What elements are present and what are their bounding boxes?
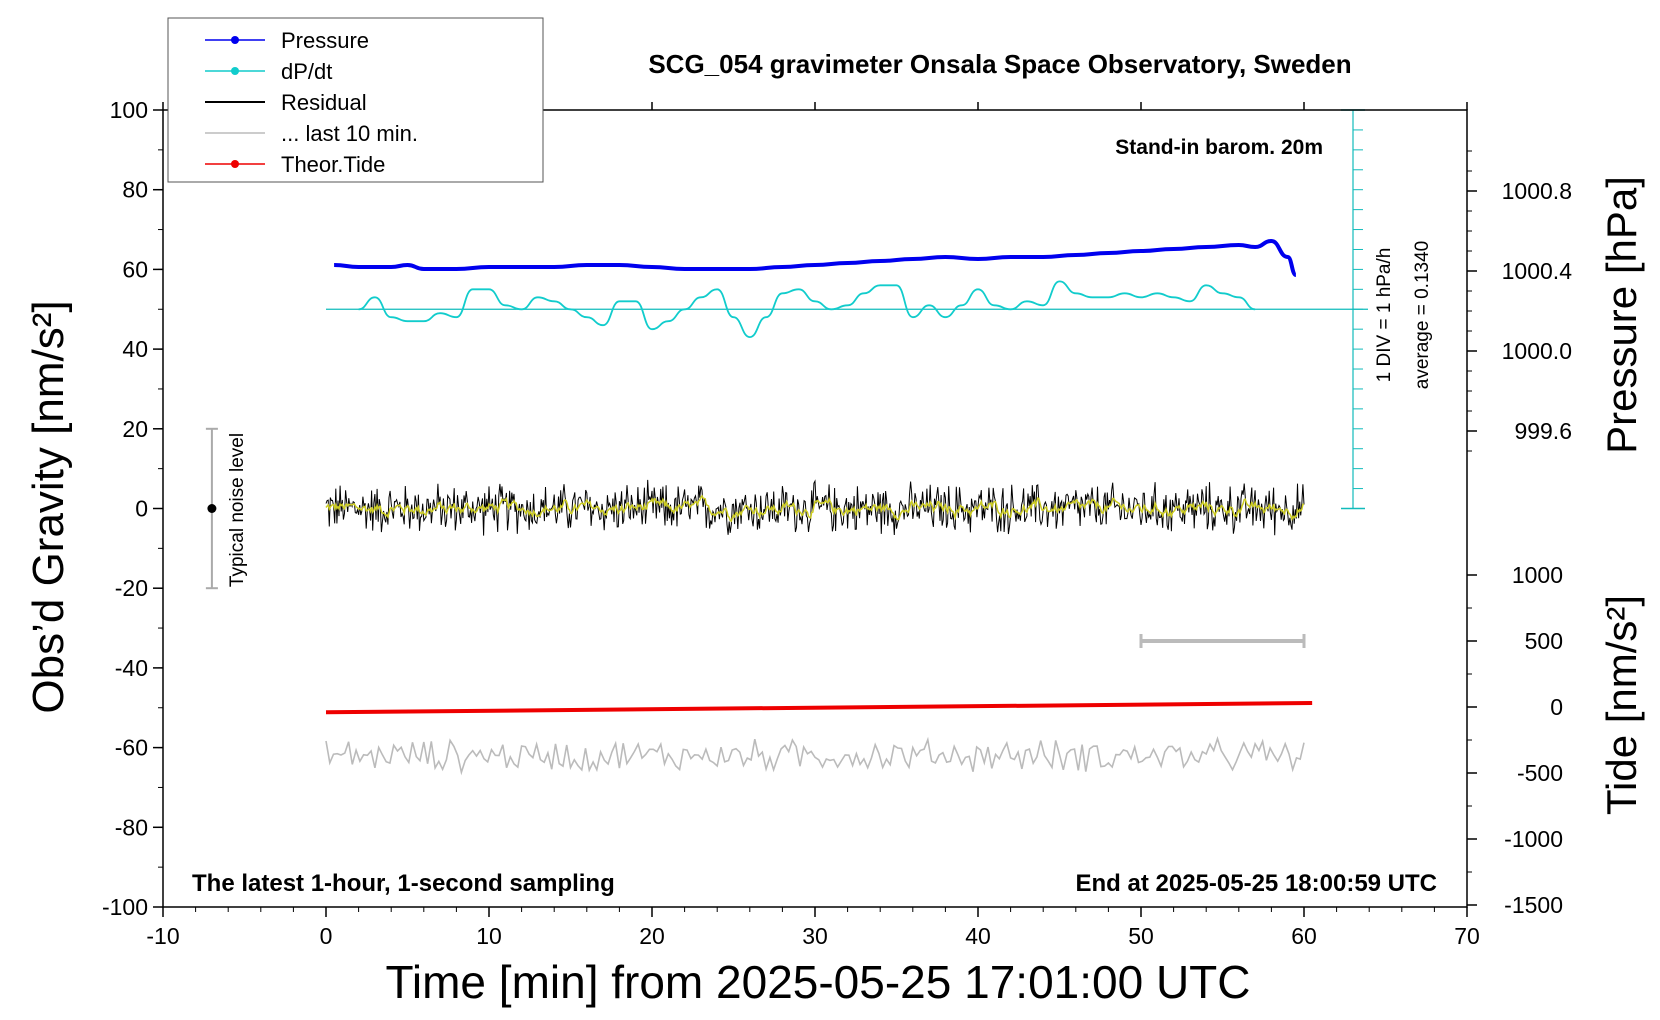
y-tick-label: 20 <box>122 416 148 442</box>
legend-entry: ... last 10 min. <box>205 121 418 146</box>
pressure-line <box>334 239 1297 277</box>
y-axis-label-tide: Tide [nm/s²] <box>1598 595 1645 815</box>
legend-entry: dP/dt <box>205 59 332 84</box>
x-tick-label: 60 <box>1291 923 1317 949</box>
legend-label: Theor.Tide <box>281 152 385 177</box>
axes: -10 0 10 20 30 40 50 60 70100806040200-20-40-60-… <box>102 97 1572 949</box>
y-axis-label-left: Obs’d Gravity [nm/s²] <box>24 300 73 713</box>
x-tick-label: -10 <box>146 923 179 949</box>
legend-entry: Residual <box>205 90 367 115</box>
tide-tick-label: -1000 <box>1504 826 1563 852</box>
y-tick-label: 60 <box>122 256 148 282</box>
pressure-tick-label: 1000.8 <box>1502 178 1572 204</box>
tide-tick-label: -1500 <box>1504 892 1563 918</box>
y-tick-label: -40 <box>115 655 148 681</box>
y-tick-label: -60 <box>115 735 148 761</box>
legend-entry: Pressure <box>205 28 369 53</box>
tide-tick-label: 1000 <box>1512 562 1563 588</box>
x-tick-label: 10 <box>476 923 502 949</box>
y-tick-label: 0 <box>135 496 148 522</box>
legend-marker <box>231 160 239 168</box>
legend-label: Residual <box>281 90 367 115</box>
tide-tick-label: -500 <box>1517 760 1563 786</box>
y-tick-label: 100 <box>110 97 148 123</box>
tide-tick-label: 500 <box>1525 628 1563 654</box>
noise-level-label: Typical noise level <box>227 433 248 587</box>
y-tick-label: 40 <box>122 336 148 362</box>
last-10-min-line <box>325 736 1305 776</box>
legend-marker <box>231 36 239 44</box>
bottom-right-annotation: End at 2025-05-25 18:00:59 UTC <box>1076 870 1438 897</box>
x-tick-label: 0 <box>320 923 333 949</box>
pressure-tick-label: 999.6 <box>1514 418 1572 444</box>
y-tick-label: -80 <box>115 814 148 840</box>
tide-tick-label: 0 <box>1550 694 1563 720</box>
x-tick-label: 70 <box>1454 923 1480 949</box>
legend-entry: Theor.Tide <box>205 152 385 177</box>
x-tick-label: 30 <box>802 923 828 949</box>
x-axis-label: Time [min] from 2025-05-25 17:01:00 UTC <box>386 956 1251 1008</box>
legend-marker <box>231 67 239 75</box>
chart-title: SCG_054 gravimeter Onsala Space Observat… <box>648 49 1351 79</box>
y-tick-label: -100 <box>102 894 148 920</box>
legend-label: Pressure <box>281 28 369 53</box>
bottom-left-annotation: The latest 1-hour, 1-second sampling <box>192 870 615 897</box>
pressure-tick-label: 1000.4 <box>1502 258 1573 284</box>
y-tick-label: 80 <box>122 177 148 203</box>
residual-line <box>325 479 1305 536</box>
x-tick-label: 40 <box>965 923 991 949</box>
div-annotation: 1 DIV = 1 hPa/h <box>1374 248 1395 383</box>
average-annotation: average = 0.1340 <box>1412 241 1433 389</box>
y-axis-label-pressure: Pressure [hPa] <box>1598 176 1645 454</box>
x-tick-label: 20 <box>639 923 665 949</box>
legend-label: ... last 10 min. <box>281 121 418 146</box>
theor-tide-line <box>325 701 1313 715</box>
residual-smoothed-line <box>325 494 1304 523</box>
barometer-annotation: Stand-in barom. 20m <box>1115 136 1323 159</box>
legend-box <box>167 17 544 183</box>
x-tick-label: 50 <box>1128 923 1154 949</box>
legend: Pressure dP/dt Residual ... last 10 min. The… <box>167 17 544 183</box>
pressure-tick-label: 1000.0 <box>1502 338 1572 364</box>
legend-label: dP/dt <box>281 59 332 84</box>
noise-level-marker <box>207 504 217 513</box>
y-tick-label: -20 <box>115 575 148 601</box>
series-layer <box>205 239 1313 776</box>
dpdt-line <box>358 280 1256 339</box>
